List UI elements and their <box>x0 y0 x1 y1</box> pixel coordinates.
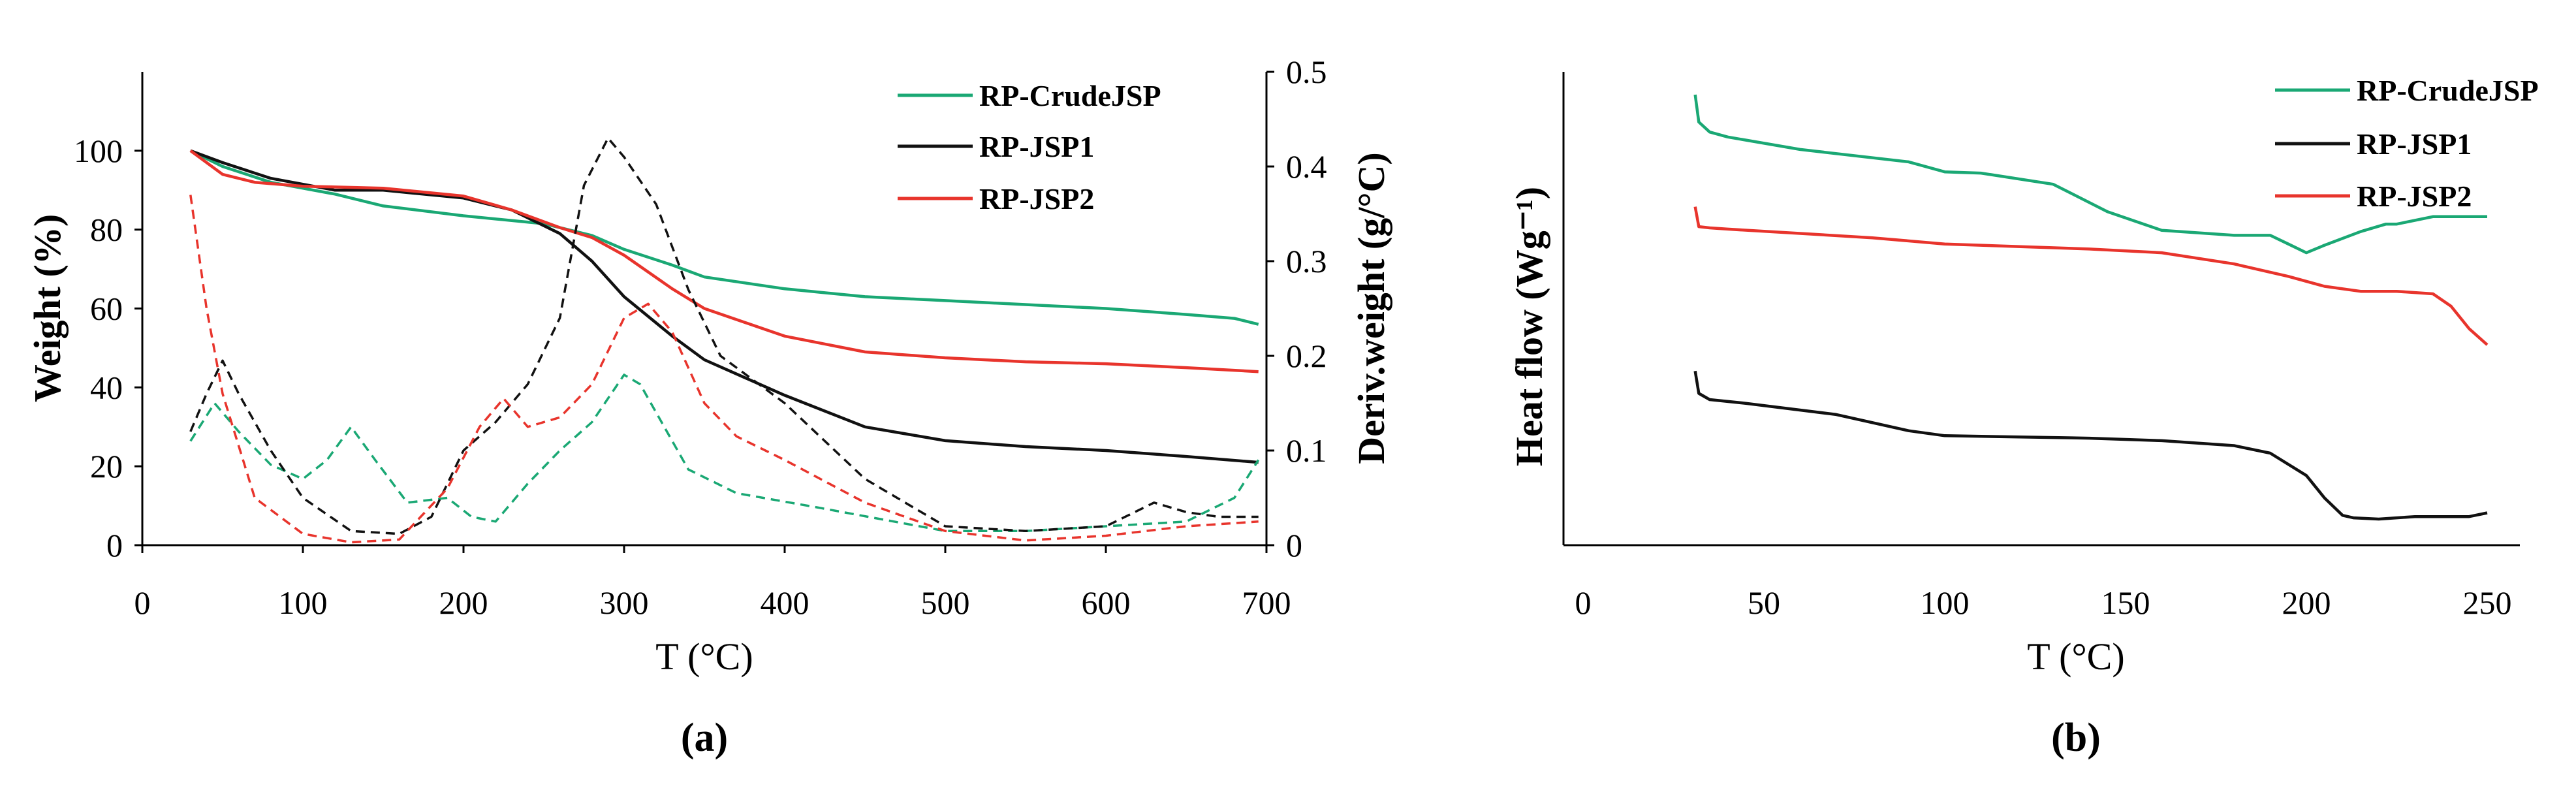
b-x-tick-label: 200 <box>2282 584 2331 621</box>
a-y2-tick-label: 0.4 <box>1286 148 1327 185</box>
a-derivative-line-rp-jsp1 <box>189 136 1259 535</box>
a-legend-label-jsp1: RP-JSP1 <box>979 130 1094 163</box>
b-x-ticks: 0 50 100 150 200 250 <box>1575 584 2512 621</box>
a-panel-label: (a) <box>681 716 728 760</box>
panel-a: 0 20 40 60 80 100 0 0.1 0.2 0.3 0.4 0.5 0 100 200 300… <box>26 54 1392 760</box>
b-panel-label: (b) <box>2051 716 2101 760</box>
b-x-tick-label: 100 <box>1921 584 1970 621</box>
a-weight-line-rp-crudejsp <box>189 149 1259 326</box>
b-legend-label-crudejsp: RP-CrudeJSP <box>2357 74 2539 107</box>
a-weight-line-rp-jsp2 <box>189 149 1259 373</box>
a-y2-tick-label: 0.5 <box>1286 54 1327 90</box>
a-x-tick-label: 300 <box>600 584 649 621</box>
a-weight-line-rp-jsp1 <box>190 149 1259 464</box>
a-x-tick-label: 100 <box>279 584 328 621</box>
a-legend: RP-CrudeJSP RP-JSP1 RP-JSP2 <box>898 79 1161 215</box>
a-y2-axis-label: Deriv.weight (g/°C) <box>1350 152 1392 464</box>
a-derivative-line-rp-jsp2 <box>189 195 1259 544</box>
b-x-tick-label: 150 <box>2101 584 2150 621</box>
b-heatflow-line-rp-crudejsp <box>1693 94 2487 255</box>
a-y-tick-label: 0 <box>106 527 123 563</box>
b-legend-label-jsp1: RP-JSP1 <box>2357 127 2472 161</box>
a-y2-tick-label: 0.2 <box>1286 338 1327 374</box>
a-series-lines <box>189 136 1260 544</box>
a-x-tick-label: 600 <box>1082 584 1131 621</box>
a-y-tick-label: 80 <box>90 212 123 248</box>
a-y-tick-label: 20 <box>90 448 123 484</box>
a-x-tick-label: 400 <box>761 584 809 621</box>
a-y-tick-label: 100 <box>74 133 123 169</box>
a-x-tick-label: 0 <box>134 584 151 621</box>
b-heatflow-line-rp-jsp1 <box>1693 370 2488 521</box>
a-legend-label-jsp2: RP-JSP2 <box>979 182 1094 215</box>
a-legend-label-crudejsp: RP-CrudeJSP <box>979 79 1161 112</box>
a-y-tick-label: 60 <box>90 291 123 327</box>
a-x-ticks: 0 100 200 300 400 500 600 700 <box>134 545 1291 621</box>
a-y2-tick-label: 0.1 <box>1286 432 1327 469</box>
b-y-axis-label: Heat flow (Wg⁻¹) <box>1508 187 1550 466</box>
a-x-tick-label: 500 <box>921 584 970 621</box>
a-y2-tick-label: 0.3 <box>1286 243 1327 279</box>
b-x-tick-label: 50 <box>1748 584 1780 621</box>
a-y-ticks: 0 20 40 60 80 100 <box>74 133 142 563</box>
a-y2-tick-label: 0 <box>1286 527 1302 563</box>
b-x-tick-label: 0 <box>1575 584 1592 621</box>
b-legend: RP-CrudeJSP RP-JSP1 RP-JSP2 <box>2275 74 2539 213</box>
a-derivative-line-rp-crudejsp <box>189 373 1260 533</box>
a-x-tick-label: 700 <box>1242 584 1291 621</box>
a-y-tick-label: 40 <box>90 369 123 405</box>
a-x-axis-label: T (°C) <box>655 635 753 678</box>
panel-b: 0 50 100 150 200 250 T (°C) Heat flow (Wg⁻¹) … <box>1508 72 2539 760</box>
a-y-axis-label: Weight (%) <box>26 214 69 402</box>
b-x-axis-label: T (°C) <box>2027 635 2124 678</box>
b-legend-label-jsp2: RP-JSP2 <box>2357 180 2472 213</box>
a-x-tick-label: 200 <box>439 584 488 621</box>
b-x-tick-label: 250 <box>2463 584 2512 621</box>
b-series-lines <box>1693 94 2489 521</box>
b-heatflow-line-rp-jsp2 <box>1693 206 2489 346</box>
a-y2-ticks: 0 0.1 0.2 0.3 0.4 0.5 <box>1266 54 1327 563</box>
